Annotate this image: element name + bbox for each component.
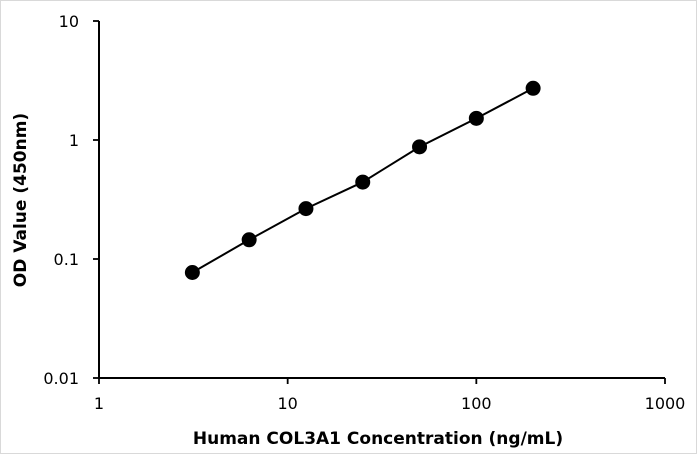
x-ticks-layer: 1 10 100 1000 xyxy=(94,378,685,413)
data-point xyxy=(184,265,200,281)
x-tick-label: 1 xyxy=(94,394,104,413)
data-point xyxy=(525,80,541,96)
data-point xyxy=(355,174,371,190)
data-point xyxy=(468,110,484,126)
data-point xyxy=(241,232,257,248)
y-tick-label: 0.1 xyxy=(54,250,79,269)
x-tick-label: 100 xyxy=(461,394,492,413)
x-tick-label: 10 xyxy=(277,394,297,413)
y-tick-label: 1 xyxy=(69,131,79,150)
x-axis-title: Human COL3A1 Concentration (ng/mL) xyxy=(193,429,563,449)
y-tick-label: 0.01 xyxy=(43,369,79,388)
axes-layer xyxy=(98,21,665,379)
data-point xyxy=(412,139,428,155)
x-tick-label: 1000 xyxy=(645,394,686,413)
data-layer xyxy=(184,80,541,281)
y-tick-label: 10 xyxy=(59,12,79,31)
y-ticks-layer: 10 1 0.1 0.01 xyxy=(43,12,99,388)
data-point xyxy=(298,201,314,217)
y-axis-title: OD Value (450nm) xyxy=(11,113,31,287)
